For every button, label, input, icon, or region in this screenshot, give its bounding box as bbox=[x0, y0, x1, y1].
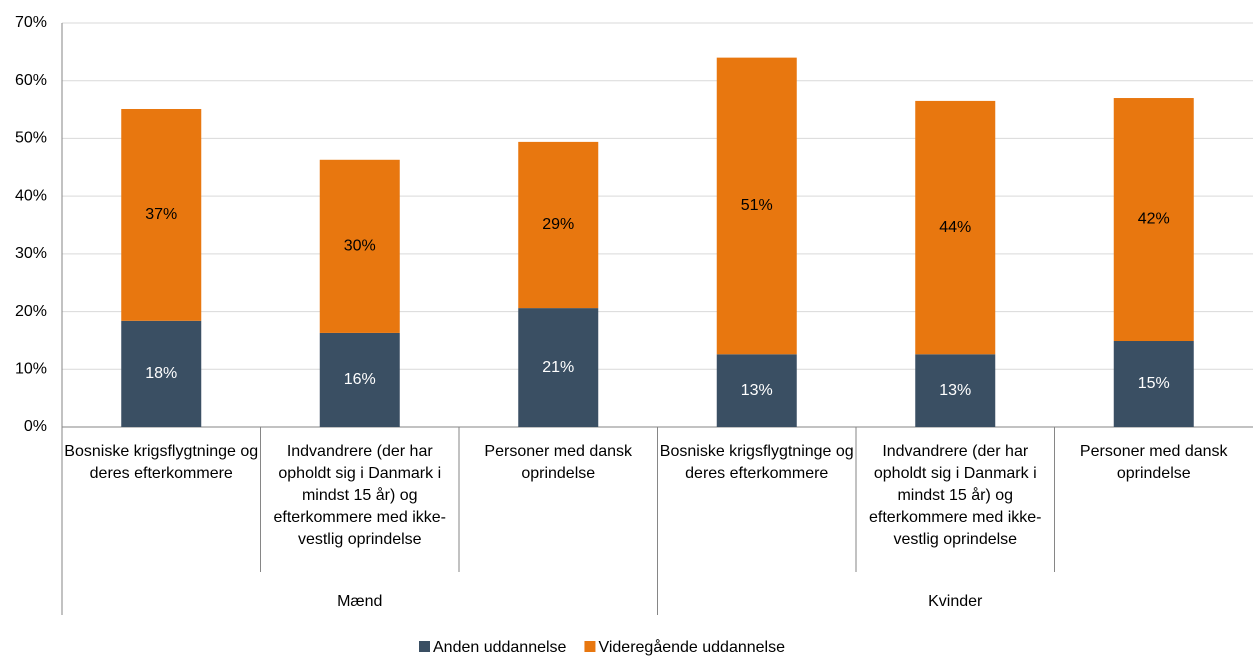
x-tick-label: Indvandrere (der har opholdt sig i Danma… bbox=[273, 443, 447, 548]
x-tick-label: Personer med dansk oprindelse bbox=[484, 443, 633, 482]
y-tick-label: 0% bbox=[24, 418, 47, 435]
data-label: 30% bbox=[344, 238, 376, 255]
data-label: 29% bbox=[542, 216, 574, 233]
legend-label: Anden uddannelse bbox=[433, 639, 567, 656]
bar-segment bbox=[1113, 98, 1194, 342]
data-label: 51% bbox=[741, 197, 773, 214]
legend-swatch bbox=[584, 641, 596, 652]
y-tick-label: 40% bbox=[15, 187, 47, 204]
group-label: Mænd bbox=[337, 593, 382, 610]
bar-segment bbox=[1113, 341, 1194, 427]
bar-segment bbox=[121, 108, 202, 321]
y-tick-label: 20% bbox=[15, 303, 47, 320]
bar-segment bbox=[121, 320, 202, 427]
x-tick-label-box: Personer med dansk oprindelse bbox=[484, 443, 633, 482]
x-tick-label: Bosniske krigsflygtninge og deres efterk… bbox=[64, 443, 259, 482]
data-label: 42% bbox=[1138, 211, 1170, 228]
data-label: 21% bbox=[542, 359, 574, 376]
x-tick-label-box: Personer med dansk oprindelse bbox=[1079, 443, 1228, 482]
group-label: Kvinder bbox=[928, 593, 983, 610]
bar-segment bbox=[518, 308, 599, 427]
y-tick-label: 70% bbox=[15, 14, 47, 31]
bar-segment bbox=[319, 159, 400, 333]
bar-segment bbox=[915, 100, 996, 355]
bar-segment bbox=[716, 57, 797, 355]
bar-segment bbox=[319, 332, 400, 427]
data-label: 44% bbox=[939, 219, 971, 236]
x-tick-label-box: Bosniske krigsflygtninge og deres efterk… bbox=[64, 443, 259, 482]
bar-segment bbox=[716, 354, 797, 427]
legend-swatch bbox=[419, 641, 430, 652]
legend-label: Videregående uddannelse bbox=[598, 638, 785, 656]
data-label: 13% bbox=[939, 382, 971, 399]
x-tick-label: Personer med dansk oprindelse bbox=[1079, 443, 1228, 482]
y-tick-label: 10% bbox=[15, 361, 47, 378]
y-tick-label: 60% bbox=[15, 72, 47, 89]
x-tick-label-box: Indvandrere (der har opholdt sig i Danma… bbox=[273, 443, 447, 548]
x-tick-label-box: Indvandrere (der har opholdt sig i Danma… bbox=[869, 443, 1042, 548]
data-label: 18% bbox=[145, 365, 177, 382]
data-label: 37% bbox=[145, 206, 177, 223]
y-tick-label: 30% bbox=[15, 245, 47, 262]
data-label: 15% bbox=[1138, 375, 1170, 392]
data-label: 16% bbox=[344, 371, 376, 388]
y-tick-label: 50% bbox=[15, 130, 47, 147]
x-tick-label-box: Bosniske krigsflygtninge og deres efterk… bbox=[659, 443, 854, 482]
bar-segment bbox=[915, 354, 996, 427]
x-tick-label: Bosniske krigsflygtninge og deres efterk… bbox=[659, 443, 854, 482]
data-label: 13% bbox=[741, 382, 773, 399]
x-tick-label: Indvandrere (der har opholdt sig i Danma… bbox=[869, 443, 1042, 548]
bar-segment bbox=[518, 141, 599, 309]
